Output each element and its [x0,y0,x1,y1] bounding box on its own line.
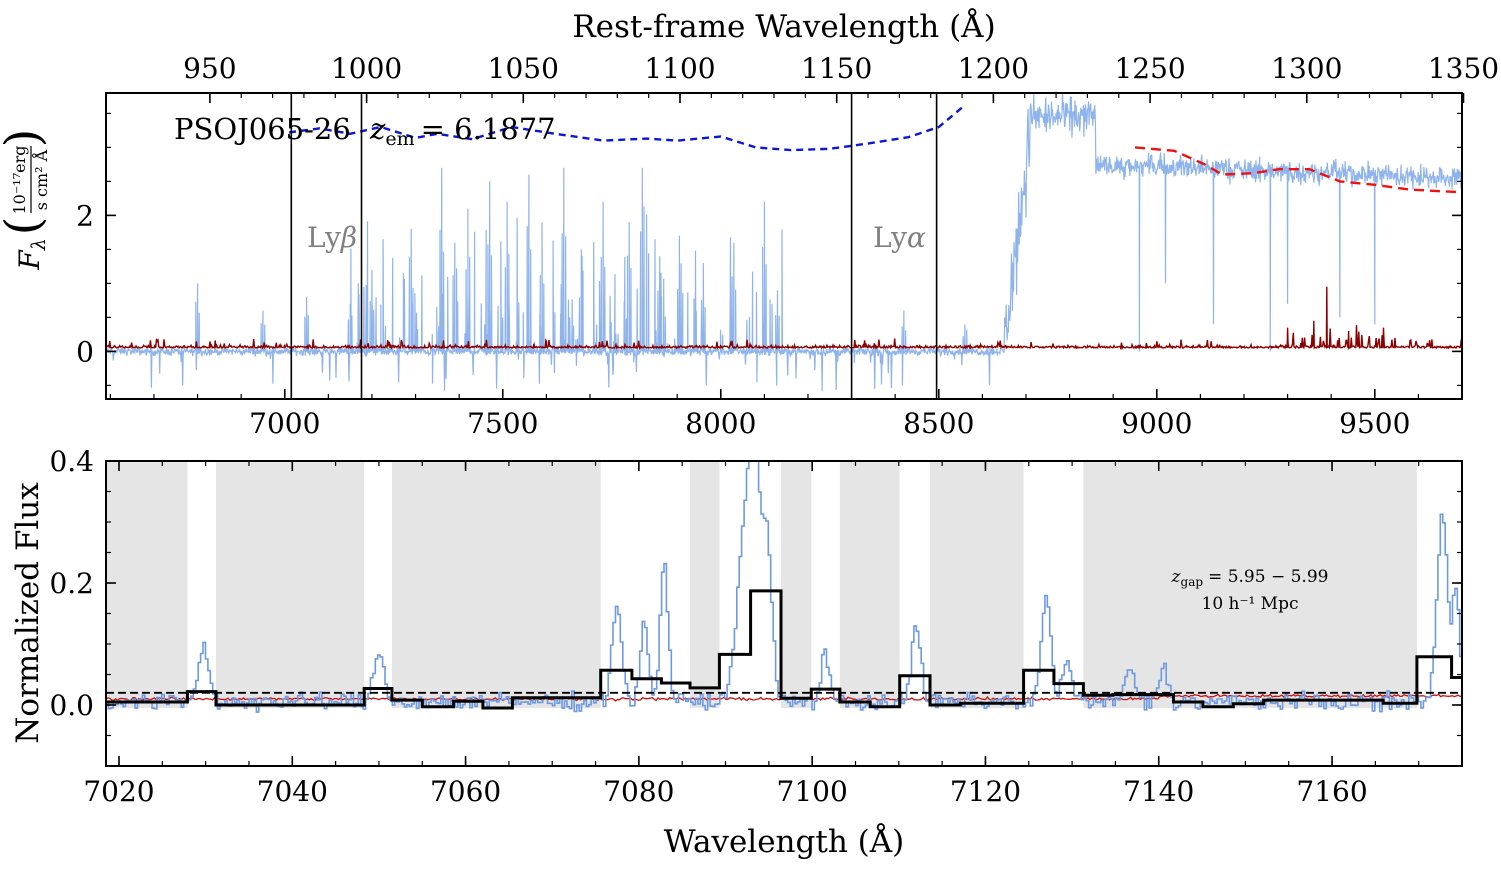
x-tick-label: 8500 [903,407,974,440]
gray-region [1083,461,1417,709]
top-axis-title: Rest-frame Wavelength (Å) [572,7,995,45]
top-axis-tick-label: 1050 [488,52,559,85]
x-tick-label: 7080 [603,775,674,808]
x-tick-label: 7140 [1123,775,1194,808]
svg-text:(: ( [0,217,51,236]
top-axis-tick-label: 1000 [331,52,402,85]
gray-region [106,461,188,709]
gray-region [391,461,601,709]
top-plot-frame [105,92,1463,400]
svg-text:): ) [0,129,51,148]
lyman-alpha-label: Lyα [873,221,926,254]
top-axis-tick-label: 1350 [1428,52,1499,85]
top-annotation: PSOJ065-26 zem = 6.1877 [174,112,556,150]
svg-text:Fλ: Fλ [13,238,50,270]
top-axis-tick-label: 1100 [644,52,715,85]
bottom-panel-y-ticks: 0.0 0.2 0.4 [49,445,1462,767]
top-axis-tick-label: 950 [183,52,236,85]
lyman-beta-label: Lyβ [307,221,357,254]
x-tick-label: 7160 [1296,775,1367,808]
top-observed-flux-line [106,93,1462,392]
y-tick-label: 2 [76,199,94,232]
bottom-x-axis-title: Wavelength (Å) [664,822,904,860]
gap-annotation-line1: zgap = 5.95 − 5.99 [1171,567,1329,589]
top-panel: 950 1000 1050 1100 1150 1200 1250 1300 1350 7000… [0,7,1499,440]
top-panel-x-ticks: 7000 7500 8000 8500 9000 9500 [109,389,1463,440]
top-red-dashed-model-line [1134,146,1462,194]
x-tick-label: 9000 [1121,407,1192,440]
object-name: PSOJ065-26 [174,112,351,146]
bottom-y-axis-title: Normalized Flux [10,482,46,744]
binned-flux-step-line [106,589,1462,710]
bottom-panel: 7020 7040 7060 7080 7100 7120 7140 7160 0.00.20… [10,445,1463,860]
top-axis-tick-label: 1250 [1114,52,1185,85]
z-value: = 6.1877 [421,112,556,146]
z-subscript: em [385,128,414,150]
y-label-sub: λ [28,238,50,251]
y-tick-label: 0.2 [49,567,94,600]
x-tick-label: 7100 [777,775,848,808]
top-panel-y-ticks: 02 [76,112,1462,386]
gray-region [839,461,900,709]
x-tick-label: 8000 [685,407,756,440]
x-tick-label: 7040 [257,775,328,808]
bottom-panel-x-ticks: 7020 7040 7060 7080 7100 7120 7140 7160 [83,461,1463,808]
y-unit-numerator: 10⁻¹⁷erg [10,146,29,215]
gray-region [929,461,1024,709]
top-axis-tick-label: 1300 [1271,52,1342,85]
top-axis-tick-label: 1150 [801,52,872,85]
top-noise-spectrum-line [106,286,1462,351]
gray-region [216,461,365,709]
top-vertical-lines [290,93,938,399]
gap-annotation-line2: 10 h⁻¹ Mpc [1202,594,1299,614]
y-label-main: F [13,249,46,271]
top-blue-dashed-model-line [288,104,966,152]
y-tick-label: 0.4 [49,445,94,478]
x-tick-label: 7120 [950,775,1021,808]
x-tick-label: 9500 [1339,407,1410,440]
x-tick-label: 7060 [430,775,501,808]
top-y-axis-title: Fλ ( 10⁻¹⁷erg s cm² Å ) [0,129,51,271]
top-axis-tick-label: 1200 [958,52,1029,85]
x-tick-label: 7000 [249,407,320,440]
y-tick-label: 0.0 [49,689,94,722]
y-tick-label: 0 [76,335,94,368]
gray-region [780,461,812,709]
z-symbol: z [369,112,386,146]
x-tick-label: 7500 [467,407,538,440]
x-tick-label: 7020 [83,775,154,808]
gray-region [689,461,720,709]
absorption-gray-regions [106,461,1417,709]
top-axis-ticks: 950 1000 1050 1100 1150 1200 1250 1300 1350 [183,52,1499,103]
y-unit-denominator: s cm² Å [31,149,51,210]
